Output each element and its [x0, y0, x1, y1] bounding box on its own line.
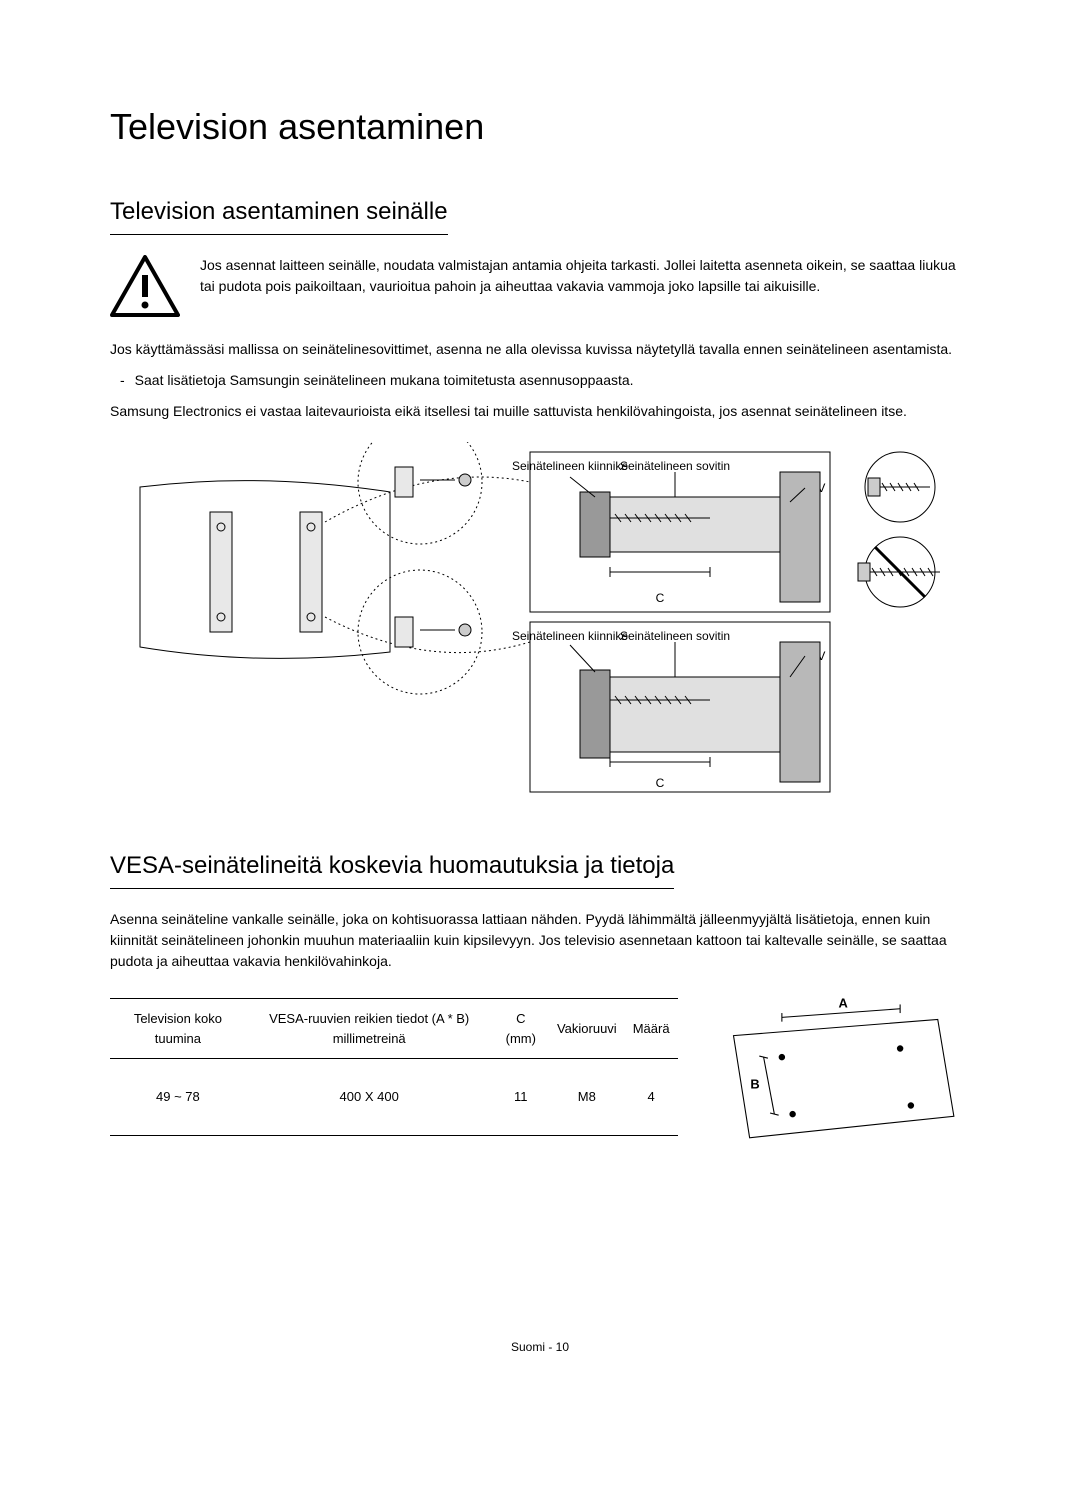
cell-c: 11: [493, 1059, 549, 1136]
label-adapter-top: Seinätelineen sovitin: [620, 459, 730, 473]
label-a: A: [838, 998, 847, 1011]
label-adapter-bottom: Seinätelineen sovitin: [620, 629, 730, 643]
cell-screw: M8: [549, 1059, 625, 1136]
table-header-row: Television koko tuumina VESA-ruuvien rei…: [110, 999, 678, 1059]
mounting-diagram: Seinätelineen kiinnike Seinätelineen sov…: [110, 442, 970, 808]
table-row: 49 ~ 78 400 X 400 11 M8 4: [110, 1059, 678, 1136]
bullet-manual: - Saat lisätietoja Samsungin seinäteline…: [120, 370, 970, 391]
para-vesa: Asenna seinäteline vankalle seinälle, jo…: [110, 909, 970, 972]
cell-vesa: 400 X 400: [246, 1059, 493, 1136]
label-c-bottom: C: [656, 776, 665, 790]
page-footer: Suomi - 10: [110, 1138, 970, 1356]
warning-block: Jos asennat laitteen seinälle, noudata v…: [110, 255, 970, 323]
section1-heading: Television asentaminen seinälle: [110, 194, 448, 235]
section-vesa: VESA-seinätelineitä koskevia huomautuksi…: [110, 848, 970, 1138]
page-title: Television asentaminen: [110, 100, 970, 154]
col-vesa: VESA-ruuvien reikien tiedot (A * B) mill…: [246, 999, 493, 1059]
bullet-text: Saat lisätietoja Samsungin seinätelineen…: [135, 370, 634, 391]
col-size: Television koko tuumina: [110, 999, 246, 1059]
spec-table: Television koko tuumina VESA-ruuvien rei…: [110, 998, 678, 1136]
label-bracket-bottom: Seinätelineen kiinnike: [512, 629, 628, 643]
ab-diagram: A B: [712, 998, 970, 1138]
warning-icon: [110, 255, 180, 323]
label-b: B: [750, 1076, 759, 1091]
warning-text: Jos asennat laitteen seinälle, noudata v…: [200, 255, 970, 323]
col-c: C (mm): [493, 999, 549, 1059]
col-qty: Määrä: [625, 999, 678, 1059]
col-screw: Vakioruuvi: [549, 999, 625, 1059]
para-adapter-note: Jos käyttämässäsi mallissa on seinätelin…: [110, 339, 970, 360]
para-liability: Samsung Electronics ei vastaa laitevauri…: [110, 401, 970, 422]
label-c-top: C: [656, 591, 665, 605]
section2-heading: VESA-seinätelineitä koskevia huomautuksi…: [110, 848, 674, 889]
cell-size: 49 ~ 78: [110, 1059, 246, 1136]
cell-qty: 4: [625, 1059, 678, 1136]
bullet-dash: -: [120, 370, 125, 391]
label-bracket-top: Seinätelineen kiinnike: [512, 459, 628, 473]
